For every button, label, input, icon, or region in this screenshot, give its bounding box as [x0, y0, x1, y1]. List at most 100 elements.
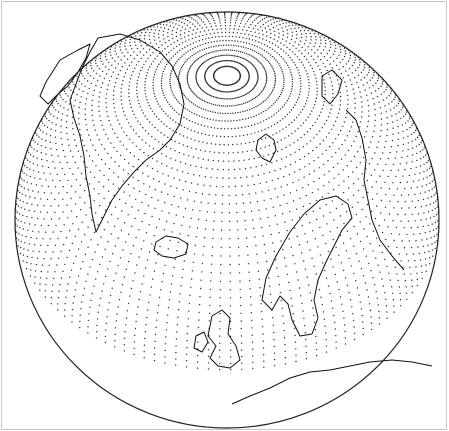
grid-dot	[184, 28, 187, 30]
grid-dot	[136, 264, 138, 266]
grid-dot	[175, 351, 177, 354]
grid-dot	[320, 39, 322, 41]
grid-dot	[255, 192, 257, 194]
grid-dot	[362, 196, 364, 199]
grid-dot	[250, 210, 253, 212]
grid-dot	[251, 63, 253, 65]
grid-dot	[217, 168, 219, 171]
grid-dot	[230, 120, 232, 122]
grid-dot	[95, 57, 97, 59]
grid-dot	[95, 331, 98, 333]
grid-dot	[16, 203, 18, 206]
grid-dot	[204, 42, 207, 45]
grid-dot	[215, 194, 217, 196]
grid-dot	[315, 62, 317, 64]
grid-dot	[60, 131, 62, 133]
grid-dot	[38, 136, 40, 138]
grid-dot	[227, 60, 229, 62]
grid-dot	[276, 99, 278, 102]
grid-dot	[305, 351, 307, 354]
grid-dot	[346, 230, 349, 232]
grid-dot	[84, 85, 86, 87]
grid-dot	[202, 141, 204, 143]
grid-dot	[64, 155, 66, 158]
grid-dot	[261, 29, 263, 32]
grid-dot	[350, 145, 353, 147]
grid-dot	[436, 220, 439, 222]
grid-dot	[180, 104, 183, 106]
grid-dot	[332, 266, 334, 268]
grid-dot	[265, 81, 267, 83]
grid-dot	[420, 219, 422, 221]
grid-dot	[98, 181, 100, 183]
grid-dot	[83, 189, 86, 192]
grid-dot	[344, 50, 347, 52]
grid-dot	[155, 326, 157, 329]
grid-dot	[313, 104, 316, 106]
grid-dot	[177, 77, 180, 79]
grid-dot	[97, 154, 100, 156]
grid-dot	[263, 66, 265, 69]
grid-dot	[282, 85, 285, 88]
grid-dot	[280, 139, 282, 141]
grid-dot	[326, 277, 328, 280]
grid-dot	[388, 213, 391, 215]
grid-dot	[255, 166, 257, 168]
grid-dot	[192, 48, 194, 50]
grid-dot	[79, 128, 81, 131]
grid-dot	[246, 245, 248, 248]
grid-dot	[176, 331, 178, 333]
grid-dot	[421, 271, 423, 274]
grid-dot	[84, 113, 86, 116]
grid-dot	[228, 98, 230, 100]
grid-dot	[283, 329, 285, 332]
grid-dot	[75, 255, 77, 257]
grid-dot	[176, 51, 179, 53]
grid-dot	[196, 45, 199, 47]
grid-dot	[124, 114, 126, 117]
grid-dot	[272, 324, 274, 326]
grid-dot	[267, 127, 269, 129]
grid-dot	[192, 42, 194, 44]
grid-dot	[42, 238, 44, 240]
grid-dot	[94, 59, 97, 62]
grid-dot	[391, 101, 393, 103]
grid-dot	[291, 24, 294, 26]
grid-dot	[369, 79, 371, 81]
grid-dot	[271, 90, 274, 92]
grid-dot	[205, 109, 207, 111]
grid-dot	[195, 77, 197, 80]
grid-dot	[32, 190, 34, 192]
grid-dot	[99, 204, 101, 207]
grid-dot	[50, 128, 52, 130]
grid-dot	[122, 180, 125, 182]
grid-dot	[187, 34, 190, 37]
grid-dot	[48, 264, 50, 266]
grid-dot	[54, 198, 56, 201]
grid-dot	[77, 228, 80, 230]
grid-dot	[344, 337, 347, 339]
grid-dot	[202, 90, 204, 92]
grid-dot	[156, 312, 159, 314]
grid-dot	[282, 87, 284, 90]
grid-dot	[259, 287, 261, 289]
grid-dot	[425, 154, 427, 156]
grid-dot	[256, 70, 258, 72]
grid-dot	[264, 99, 266, 102]
grid-dot	[97, 311, 100, 313]
grid-dot	[330, 43, 332, 45]
grid-dot	[364, 282, 367, 284]
grid-dot	[97, 224, 99, 226]
grid-dot	[199, 87, 202, 90]
grid-dot	[72, 81, 74, 83]
grid-dot	[200, 88, 202, 91]
grid-dot	[60, 250, 62, 253]
grid-dot	[429, 175, 431, 177]
grid-dot	[139, 34, 141, 37]
grid-dot	[123, 337, 126, 339]
grid-dot	[261, 48, 263, 50]
grid-dot	[411, 279, 413, 281]
grid-dot	[302, 205, 305, 208]
grid-dot	[324, 93, 326, 96]
grid-dot	[100, 216, 103, 219]
